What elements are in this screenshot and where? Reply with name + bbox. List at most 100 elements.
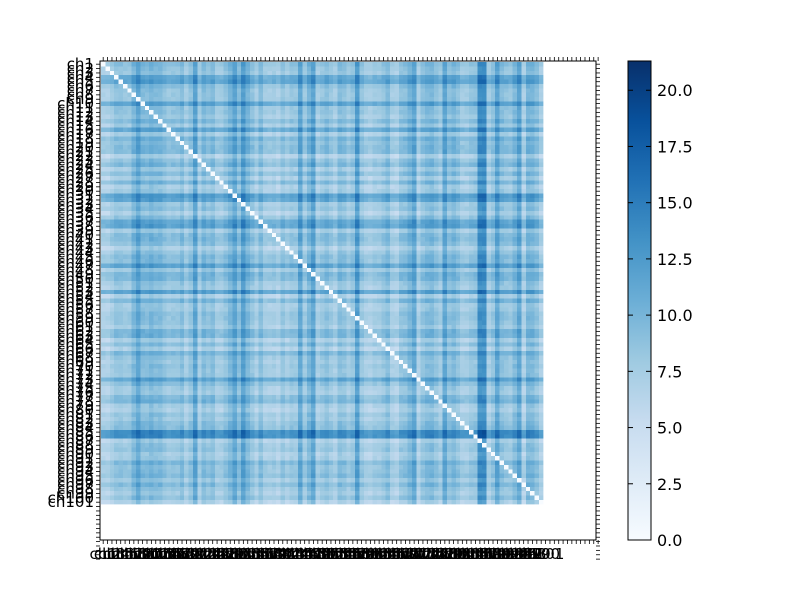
y-tick-label: ch44 [57,244,94,262]
x-tick-label: ch99 [514,545,551,563]
x-tick-label: ch25 [190,545,227,563]
y-tick-label: ch17 [57,125,94,143]
x-tick-label: ch19 [164,545,201,563]
x-tick-label: ch89 [470,545,507,563]
colorbar-tick-label: 10.0 [657,306,693,325]
colorbar-tick-label: 12.5 [657,250,693,269]
y-tick-label: ch30 [57,182,94,200]
x-tick-label: ch44 [273,545,310,563]
x-tick-label: ch73 [400,545,437,563]
x-tick-label: ch64 [361,545,398,563]
y-tick-label: ch23 [57,152,94,170]
y-tick-label: ch19 [57,134,94,152]
x-tick-label: ch43 [269,545,306,563]
y-tick-label: ch24 [57,156,94,174]
y-tick-label: ch33 [57,195,94,213]
x-tick-label: ch54 [317,545,354,563]
x-tick-label: ch45 [277,545,314,563]
y-tick-label: ch89 [57,441,94,459]
y-tick-label: ch16 [57,121,94,139]
x-tick-label: ch18 [159,545,196,563]
x-tick-label: ch33 [225,545,262,563]
x-tick-label: ch88 [466,545,503,563]
y-tick-label: ch78 [57,392,94,410]
x-tick-label: ch79 [426,545,463,563]
y-tick-label: ch57 [57,300,94,318]
x-tick-label: ch21 [172,545,209,563]
x-tick-label: ch11 [129,545,166,563]
x-tick-label: ch23 [181,545,218,563]
x-tick-label: ch22 [177,545,214,563]
y-tick-label: ch72 [57,366,94,384]
x-tick-label: ch50 [299,545,336,563]
x-tick-label: ch93 [488,545,525,563]
x-tick-label: ch101 [518,545,564,563]
y-tick-label: ch39 [57,222,94,240]
y-tick-label: ch76 [57,384,94,402]
x-tick-label: ch1 [90,545,117,563]
y-tick-label: ch101 [48,493,94,511]
x-tick-label: ch97 [505,545,542,563]
x-axis-ticks [102,57,599,544]
colorbar-tick-label: 2.5 [657,475,682,494]
x-tick-label: ch92 [483,545,520,563]
x-tick-label: ch100 [514,545,560,563]
x-tick-label: ch49 [295,545,332,563]
x-tick-label: ch32 [221,545,258,563]
x-tick-label: ch60 [343,545,380,563]
y-tick-label: ch83 [57,414,94,432]
y-tick-label: ch93 [57,458,94,476]
x-axis-tick-labels: ch1ch2ch3ch4ch5ch6ch7ch8ch9ch10ch11ch12c… [90,545,565,563]
y-tick-label: ch45 [57,248,94,266]
y-tick-label: ch67 [57,344,94,362]
x-tick-label: ch9 [125,545,152,563]
x-tick-label: ch70 [387,545,424,563]
y-tick-label: ch99 [57,484,94,502]
y-tick-label: ch51 [57,274,94,292]
y-tick-label: ch5 [67,73,94,91]
y-tick-label: ch52 [57,279,94,297]
x-tick-label: ch52 [308,545,345,563]
x-tick-label: ch3 [98,545,125,563]
x-tick-label: ch12 [133,545,170,563]
x-tick-label: ch77 [418,545,455,563]
x-tick-label: ch42 [264,545,301,563]
x-tick-label: ch81 [435,545,472,563]
y-tick-label: ch18 [57,130,94,148]
y-tick-label: ch66 [57,340,94,358]
y-tick-label: ch56 [57,296,94,314]
y-tick-label: ch100 [48,489,94,507]
x-tick-label: ch38 [247,545,284,563]
x-tick-label: ch65 [365,545,402,563]
x-tick-label: ch13 [137,545,174,563]
x-tick-label: ch35 [234,545,271,563]
y-tick-label: ch73 [57,371,94,389]
colorbar-tick-label: 17.5 [657,137,693,156]
y-tick-label: ch36 [57,208,94,226]
y-tick-label: ch2 [67,60,94,78]
y-tick-label: ch14 [57,112,94,130]
x-tick-label: ch7 [116,545,143,563]
y-tick-label: ch98 [57,480,94,498]
y-tick-label: ch68 [57,349,94,367]
x-tick-label: ch46 [282,545,319,563]
colorbar-tick-label: 5.0 [657,419,682,438]
x-tick-label: ch26 [194,545,231,563]
x-tick-label: ch48 [291,545,328,563]
y-tick-label: ch35 [57,204,94,222]
x-tick-label: ch51 [304,545,341,563]
x-tick-label: ch69 [383,545,420,563]
y-tick-label: ch37 [57,213,94,231]
y-tick-label: ch90 [57,445,94,463]
x-tick-label: ch56 [326,545,363,563]
y-tick-label: ch46 [57,252,94,270]
y-tick-label: ch4 [67,68,94,86]
x-tick-label: ch61 [348,545,385,563]
colorbar-ticks: 0.0 2.5 5.0 7.5 10.0 12.5 15.0 17.5 20.0 [628,81,693,550]
y-tick-label: ch79 [57,397,94,415]
x-tick-label: ch58 [334,545,371,563]
y-tick-label: ch48 [57,261,94,279]
x-tick-label: ch34 [229,545,266,563]
x-tick-label: ch37 [242,545,279,563]
y-tick-label: ch49 [57,265,94,283]
